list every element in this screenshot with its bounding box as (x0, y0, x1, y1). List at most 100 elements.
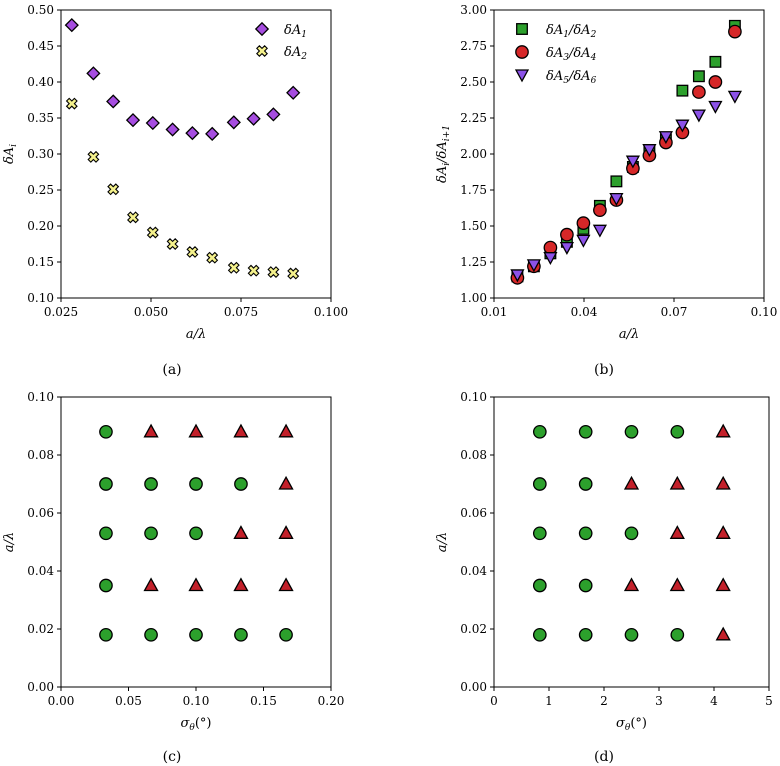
data-point (65, 97, 78, 110)
data-point (189, 477, 203, 491)
chart-panel-d: 0 1 2 3 4 5 0.00 0.02 0.04 0.06 0.08 0.10 σθ(°) a/λ (d… (435, 390, 773, 765)
data-point (145, 115, 160, 131)
data-point (675, 119, 690, 133)
x-tick-label: 3 (655, 694, 663, 708)
data-point (86, 66, 101, 81)
data-point (286, 85, 301, 100)
y-tick-label: 0.20 (27, 219, 54, 233)
data-point (188, 577, 204, 592)
chart-panel-c: 0.00 0.05 0.10 0.15 0.20 0.00 0.02 0.04 0.06 0.08… (2, 390, 344, 765)
x-tick-label: 0.05 (115, 694, 142, 708)
data-point (106, 94, 121, 109)
panel-caption: (a) (162, 362, 181, 378)
data-point (266, 107, 281, 122)
data-point (99, 627, 113, 642)
data-point (715, 577, 731, 592)
x-tick-label: 0.00 (48, 694, 75, 708)
data-point (278, 423, 294, 438)
data-point (576, 216, 591, 230)
x-tick-label: 2 (600, 694, 608, 708)
data-point (278, 475, 294, 490)
data-point (279, 627, 293, 642)
data-point (206, 251, 219, 264)
data-point (578, 424, 593, 439)
legend-entry-label: δA2 (284, 45, 307, 62)
x-tick-label: 5 (765, 694, 773, 708)
data-point (278, 525, 294, 539)
data-point (185, 126, 200, 141)
data-point (692, 70, 705, 83)
data-point (144, 477, 158, 491)
data-point (532, 578, 547, 593)
legend-marker (516, 23, 528, 35)
x-tick-label: 0.075 (224, 305, 258, 319)
data-point (691, 109, 706, 123)
data-point (658, 131, 673, 145)
data-point (127, 211, 139, 224)
data-point (107, 183, 120, 196)
data-point (625, 155, 640, 169)
data-point (576, 234, 591, 248)
x-tick-label: 0.100 (314, 305, 348, 319)
legend-marker (514, 69, 530, 83)
y-tick-label: 0.35 (27, 111, 54, 125)
data-point (189, 627, 203, 642)
data-point (642, 144, 657, 158)
y-axis-label: a/λ (435, 532, 450, 552)
data-point (99, 477, 113, 491)
x-axis-label: a/λ (186, 327, 206, 342)
data-point (715, 525, 731, 539)
x-axis-label: a/λ (619, 327, 639, 342)
y-tick-label: 0.10 (460, 390, 487, 404)
panel-caption: (d) (594, 749, 614, 765)
data-point (715, 423, 731, 438)
data-point (669, 577, 685, 592)
data-point (708, 100, 723, 114)
data-point (624, 424, 639, 439)
data-point (543, 252, 558, 266)
x-axis-label: σθ(°) (181, 716, 212, 733)
y-tick-label: 0.02 (27, 622, 54, 636)
y-tick-label: 0.08 (27, 448, 54, 462)
panel-caption: (b) (594, 362, 614, 378)
data-point (526, 259, 541, 273)
x-tick-label: 0.050 (134, 305, 168, 319)
data-point (87, 150, 100, 163)
y-tick-label: 0.15 (27, 255, 54, 269)
y-tick-label: 0.30 (27, 147, 54, 161)
data-point (669, 475, 685, 490)
y-tick-label: 0.00 (460, 680, 487, 694)
data-point (609, 192, 624, 206)
x-tick-label: 0 (490, 694, 498, 708)
data-point (233, 525, 249, 539)
y-tick-label: 2.75 (460, 39, 487, 53)
data-point (99, 526, 113, 541)
data-point (99, 424, 113, 439)
y-tick-label: 0.10 (27, 291, 54, 305)
data-point (278, 577, 294, 592)
y-tick-label: 0.08 (460, 448, 487, 462)
x-tick-label: 0.025 (44, 305, 78, 319)
x-tick-label: 0.20 (318, 694, 345, 708)
data-point (226, 115, 241, 130)
x-tick-label: 4 (710, 694, 718, 708)
y-tick-label: 0.45 (27, 39, 54, 53)
data-point (125, 113, 141, 128)
data-point (532, 477, 547, 491)
y-tick-label: 2.50 (460, 75, 487, 89)
y-tick-label: 0.25 (27, 183, 54, 197)
data-point (624, 526, 639, 541)
data-point (143, 423, 159, 438)
data-point (510, 269, 525, 283)
data-point (99, 578, 113, 593)
data-point (624, 627, 639, 642)
data-point (708, 75, 723, 89)
data-point (143, 577, 159, 592)
data-point (715, 475, 731, 490)
legend: δA1/δA2 δA3/δA4 δA5/δA6 (514, 23, 597, 86)
data-point (578, 578, 593, 593)
data-point (715, 626, 731, 641)
data-point (728, 24, 742, 39)
